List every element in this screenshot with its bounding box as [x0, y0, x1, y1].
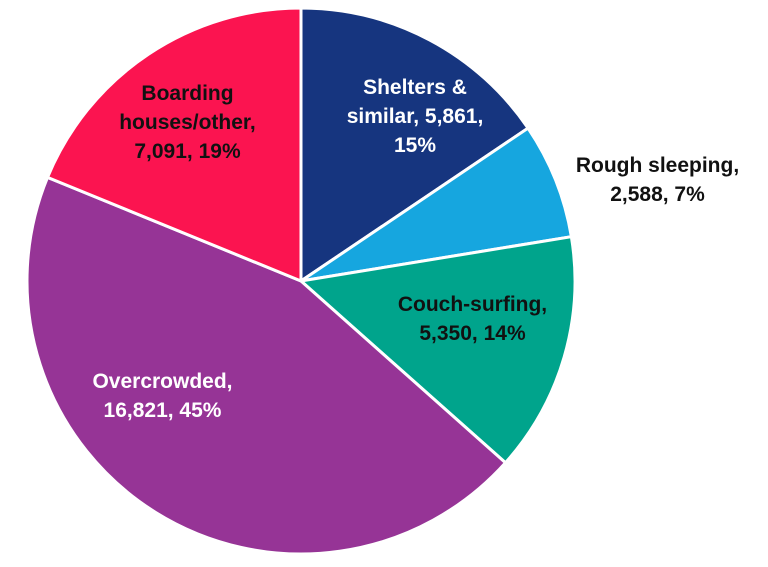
- label-couch-surfing: Couch-surfing, 5,350, 14%: [397, 293, 548, 345]
- pie-slice-boarding-houses-other: [46, 6, 303, 283]
- label-rough-sleeping: Rough sleeping, 2,588, 7%: [575, 154, 740, 206]
- label-overcrowded: Overcrowded, 16,821, 45%: [92, 370, 233, 422]
- pie-slice-rough-sleeping: [299, 126, 573, 283]
- label-boarding: Boarding houses/other, 7,091, 19%: [119, 82, 256, 163]
- pie-slice-overcrowded: [25, 175, 507, 556]
- label-shelters: Shelters & similar, 5,861, 15%: [346, 76, 484, 157]
- pie-slice-couch-surfing: [299, 235, 577, 465]
- pie-slice-shelters-similar: [299, 6, 530, 283]
